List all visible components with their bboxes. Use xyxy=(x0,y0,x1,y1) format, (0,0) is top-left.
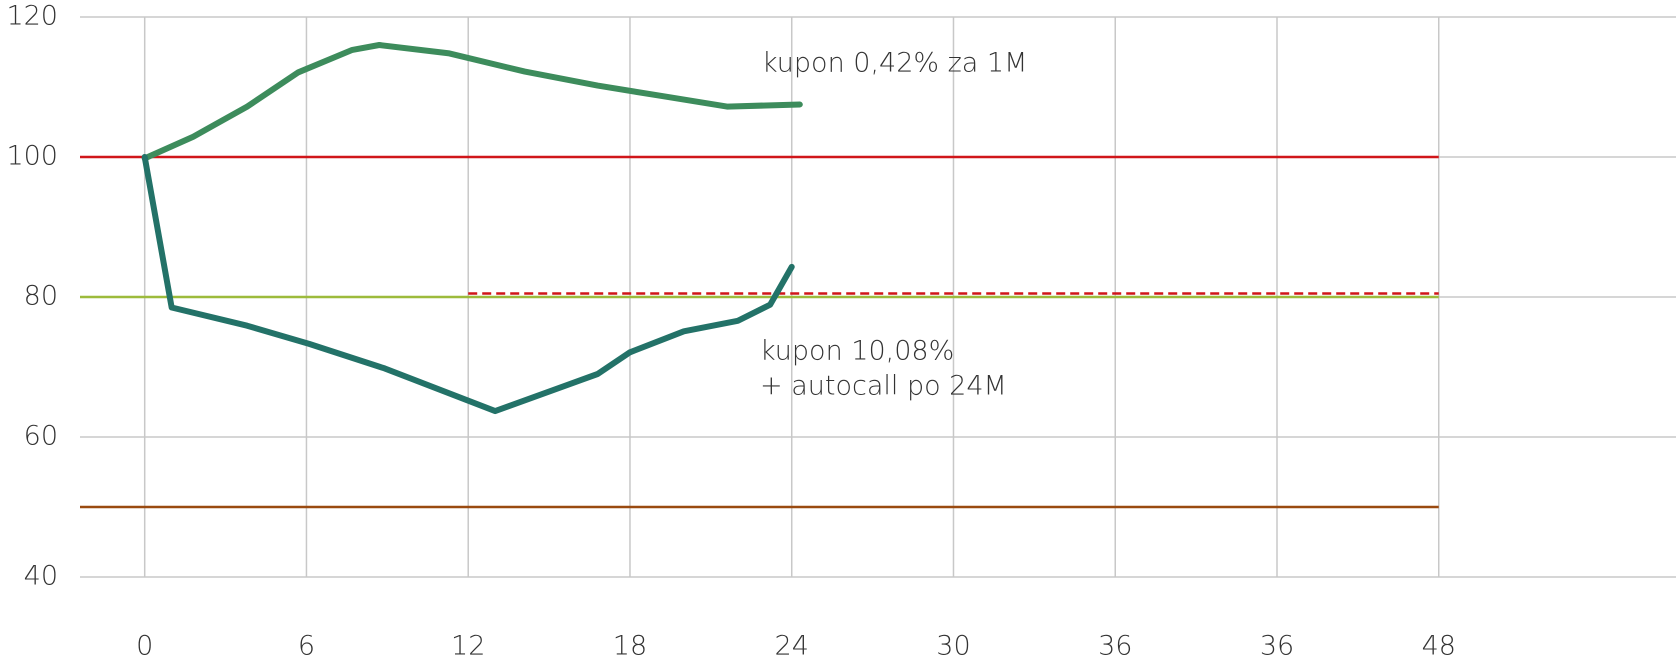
y-tick-label: 100 xyxy=(6,141,58,172)
annotation: kupon 0,42% za 1M xyxy=(762,48,1027,79)
x-tick-label: 6 xyxy=(298,631,315,659)
y-tick-label: 120 xyxy=(6,1,58,32)
y-tick-label: 80 xyxy=(24,281,58,312)
annotation: + autocall po 24M xyxy=(760,371,1007,402)
x-tick-label: 12 xyxy=(451,631,485,659)
annotation: kupon 10,08% xyxy=(760,336,954,367)
x-tick-label: 24 xyxy=(775,631,809,659)
x-tick-label: 48 xyxy=(1422,631,1456,659)
data-line xyxy=(141,42,803,162)
x-tick-label: 0 xyxy=(136,631,153,659)
x-tick-label: 36 xyxy=(1260,631,1294,659)
x-tick-label: 18 xyxy=(613,631,647,659)
x-tick-label: 30 xyxy=(936,631,970,659)
y-tick-label: 60 xyxy=(24,421,58,452)
x-tick-label: 36 xyxy=(1098,631,1132,659)
y-tick-label: 40 xyxy=(24,561,58,592)
data-line xyxy=(141,154,795,415)
